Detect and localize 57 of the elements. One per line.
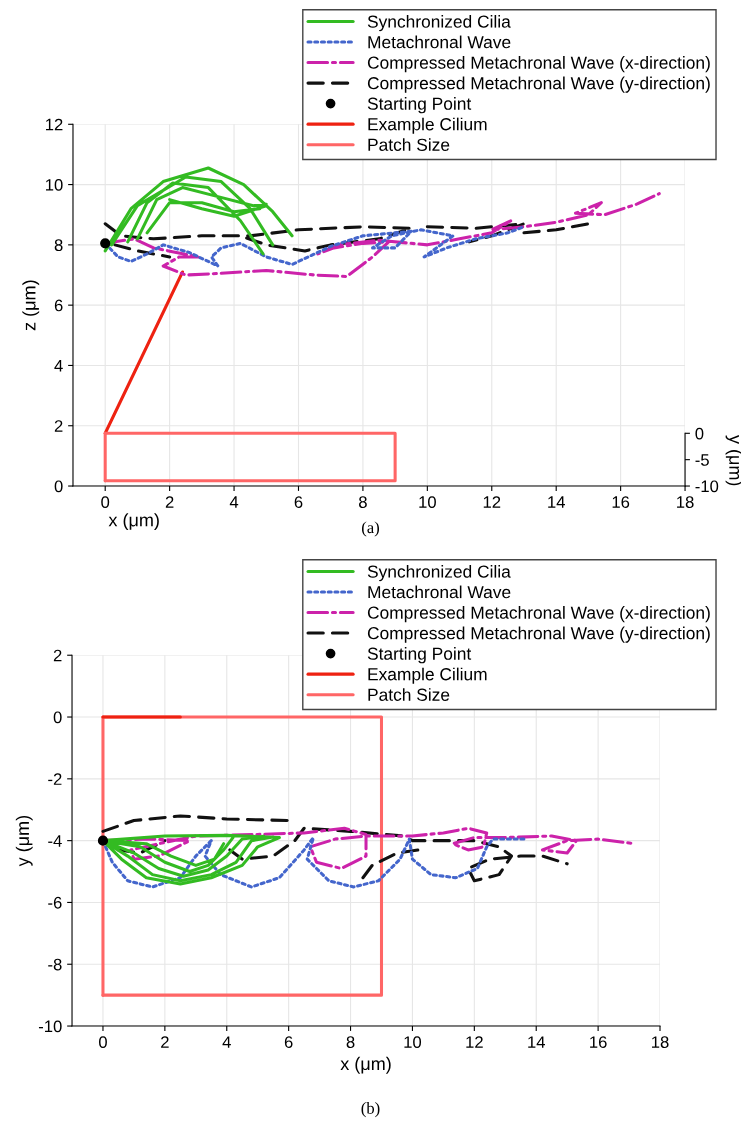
y2-tick-label: 0 bbox=[695, 427, 704, 440]
x-tick-label: 4 bbox=[229, 496, 239, 508]
x-tick-label: 8 bbox=[359, 496, 367, 508]
y2-tick-label: -5 bbox=[695, 454, 709, 466]
x-tick-label: 4 bbox=[222, 1036, 231, 1048]
x-tick-label: 6 bbox=[294, 496, 303, 508]
legend-label: Metachronal Wave bbox=[368, 585, 511, 599]
y-tick-label: 10 bbox=[46, 178, 63, 191]
y-tick-label: 2 bbox=[53, 649, 62, 662]
x-tick-label: 18 bbox=[652, 1036, 669, 1049]
legend-label: Compressed Metachronal Wave (x-direction) bbox=[367, 56, 710, 73]
x-tick-label: 0 bbox=[98, 1036, 107, 1049]
legend-label: Synchronized Cilia bbox=[367, 565, 511, 582]
x-tick-label: 8 bbox=[346, 1036, 355, 1049]
legend-label: Compressed Metachronal Wave (y-direction) bbox=[367, 76, 710, 93]
legend-label: Starting Point bbox=[367, 647, 472, 664]
y-tick-label: 8 bbox=[54, 239, 63, 252]
y-tick-label: -10 bbox=[38, 1020, 62, 1033]
legend-label: Compressed Metachronal Wave (x-direction) bbox=[367, 606, 710, 623]
text: (b) bbox=[361, 1102, 380, 1118]
x-tick-label: 14 bbox=[548, 496, 565, 508]
x-tick-label: 12 bbox=[466, 1036, 483, 1048]
legend-label: Compressed Metachronal Wave (y-direction) bbox=[367, 626, 710, 643]
y-tick-label: -4 bbox=[48, 835, 62, 847]
legend-label: Starting Point bbox=[367, 97, 472, 114]
x-tick-label: 2 bbox=[161, 1036, 169, 1048]
y-axis-title: z (μm) bbox=[22, 280, 40, 331]
x-tick-label: 18 bbox=[677, 496, 694, 508]
text: (a) bbox=[361, 521, 380, 537]
legend-label: Example Cilium bbox=[368, 117, 487, 134]
y2-tick-label: -10 bbox=[695, 480, 719, 493]
x-axis-title: x (μm) bbox=[340, 1056, 391, 1074]
x-tick-label: 6 bbox=[284, 1036, 293, 1049]
y-tick-label: -8 bbox=[48, 958, 62, 971]
legend-label: Patch Size bbox=[368, 688, 450, 701]
y-tick-label: 2 bbox=[54, 420, 63, 432]
x-tick-label: 12 bbox=[483, 496, 501, 508]
y-tick-label: 0 bbox=[53, 711, 62, 724]
x-tick-label: 0 bbox=[101, 496, 110, 508]
x-tick-label: 14 bbox=[528, 1036, 545, 1048]
y-axis-title: y (μm) bbox=[15, 816, 33, 867]
y-tick-label: 4 bbox=[54, 360, 63, 372]
y-tick-label: -6 bbox=[48, 896, 62, 909]
legend-label: Patch Size bbox=[368, 138, 450, 151]
y-tick-label: 6 bbox=[54, 299, 63, 312]
x-tick-label: 16 bbox=[590, 1036, 607, 1049]
x-tick-label: 10 bbox=[419, 496, 436, 508]
y-tick-label: 0 bbox=[54, 480, 63, 493]
legend-label: Metachronal Wave bbox=[368, 35, 511, 49]
legend-label: Synchronized Cilia bbox=[367, 15, 511, 32]
x-tick-label: 10 bbox=[404, 1036, 422, 1049]
y-tick-label: -2 bbox=[48, 773, 62, 785]
y-tick-label: 12 bbox=[46, 118, 63, 131]
x-axis-title: x (μm) bbox=[108, 513, 159, 530]
legend-label: Example Cilium bbox=[368, 667, 487, 684]
x-tick-label: 2 bbox=[165, 496, 174, 508]
x-tick-label: 16 bbox=[612, 496, 630, 508]
